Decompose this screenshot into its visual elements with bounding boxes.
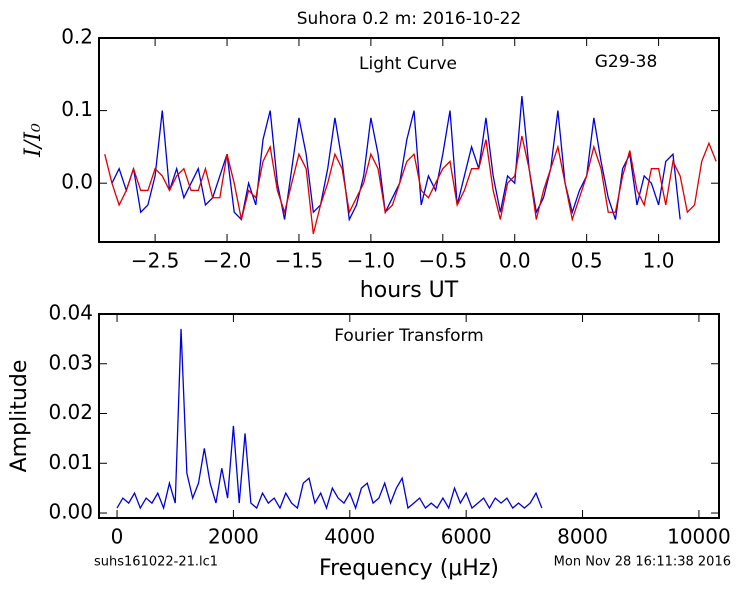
y-axis-label: Amplitude [7, 360, 32, 473]
x-tick-label: −2.0 [203, 249, 252, 273]
x-tick-label: −2.5 [131, 249, 180, 273]
x-tick-label: 1.0 [643, 249, 675, 273]
y-tick-label: 0.01 [48, 450, 93, 474]
y-tick-label: 0.1 [61, 97, 93, 121]
y-tick-label: 0.0 [61, 170, 93, 194]
data-line [104, 135, 717, 235]
panel-title: Fourier Transform [334, 326, 483, 346]
data-line [116, 328, 543, 511]
y-tick-label: 0.2 [61, 25, 93, 49]
x-tick-label: 10000 [667, 525, 731, 549]
x-axis-label: Frequency (μHz) [319, 556, 499, 581]
x-tick-label: 0.0 [499, 249, 531, 273]
figure-title: Suhora 0.2 m: 2016-10-22 [297, 9, 521, 29]
x-tick-label: 2000 [208, 525, 259, 549]
data-line [111, 96, 681, 222]
x-tick-label: −0.5 [419, 249, 468, 273]
x-tick-label: 4000 [324, 525, 375, 549]
panel-title: Light Curve [359, 54, 457, 74]
y-tick-label: 0.00 [48, 500, 93, 524]
x-tick-label: 0.5 [571, 249, 603, 273]
y-tick-label: 0.04 [48, 301, 93, 325]
y-axis-label: I/I₀ [21, 123, 46, 158]
footer-right: Mon Nov 28 16:11:38 2016 [554, 555, 731, 570]
x-axis-label: hours UT [360, 278, 459, 303]
x-tick-label: 6000 [441, 525, 492, 549]
x-tick-label: −1.5 [275, 249, 324, 273]
x-tick-label: −1.0 [347, 249, 396, 273]
y-tick-label: 0.03 [48, 350, 93, 374]
x-tick-label: 8000 [557, 525, 608, 549]
plot-frame [98, 313, 720, 519]
y-tick-label: 0.02 [48, 400, 93, 424]
x-tick-label: 0 [111, 525, 124, 549]
annotation: G29-38 [595, 52, 658, 72]
footer-left: suhs161022-21.lc1 [94, 555, 218, 570]
plot-frame [98, 37, 720, 243]
